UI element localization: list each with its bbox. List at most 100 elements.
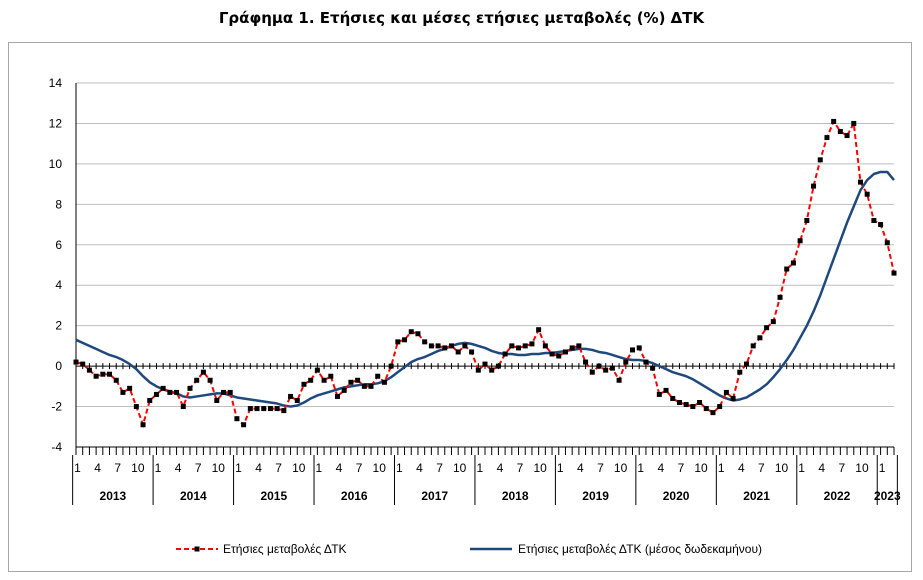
data-point-annual: [388, 363, 394, 369]
data-point-annual: [254, 406, 260, 412]
y-tick-label: 0: [55, 359, 62, 373]
series-line-annual: [75, 119, 895, 429]
chart-frame: [8, 42, 912, 572]
data-point-annual: [583, 359, 589, 365]
data-point-annual: [690, 404, 696, 410]
x-month-label: 1: [879, 461, 886, 475]
data-point-annual: [241, 422, 247, 428]
legend-label-annual: Ετήσιες μεταβολές ΔΤΚ: [223, 542, 347, 556]
data-point-annual: [455, 349, 461, 355]
x-month-label: 10: [694, 461, 708, 475]
x-month-label: 1: [476, 461, 483, 475]
data-point-annual: [428, 343, 434, 349]
data-point-annual: [670, 395, 676, 401]
data-point-annual: [261, 406, 267, 412]
data-point-annual: [207, 377, 213, 383]
y-tick-label: 4: [55, 278, 62, 292]
y-tick-label: 14: [49, 76, 63, 90]
x-month-label: 4: [336, 461, 343, 475]
x-month-label: 7: [275, 461, 282, 475]
y-tick-label: 8: [55, 197, 62, 211]
data-point-annual: [334, 393, 340, 399]
x-month-label: 1: [798, 461, 805, 475]
x-month-label: 10: [453, 461, 467, 475]
data-point-annual: [831, 118, 837, 124]
data-point-annual: [462, 343, 468, 349]
data-point-annual: [609, 365, 615, 371]
y-tick-label: -2: [51, 400, 62, 414]
data-point-annual: [777, 294, 783, 300]
data-point-annual: [469, 349, 475, 355]
data-point-annual: [442, 345, 448, 351]
x-month-label: 4: [497, 461, 504, 475]
data-point-annual: [616, 377, 622, 383]
data-point-annual: [375, 373, 381, 379]
x-month-label: 10: [212, 461, 226, 475]
data-point-annual: [402, 337, 408, 343]
x-month-label: 7: [839, 461, 846, 475]
data-point-annual: [878, 222, 884, 228]
data-point-annual: [281, 408, 287, 414]
data-point-annual: [522, 343, 528, 349]
x-year-label: 2022: [824, 489, 851, 503]
x-tick-labels: 1 4 7 10 1 4 7 10 1 4 7 10 1 4 7 10 1 4 7 10 1 4 7 10 1 4 7 10 1 4 7 10…: [74, 461, 901, 503]
x-year-label: 2014: [180, 489, 207, 503]
x-month-label: 7: [678, 461, 685, 475]
data-point-annual: [395, 339, 401, 345]
data-point-annual: [676, 400, 682, 406]
gridlines: [76, 82, 894, 448]
data-point-annual: [422, 339, 428, 345]
data-point-annual: [321, 377, 327, 383]
chart-title: Γράφημα 1. Ετήσιες και μέσες ετήσιες μετ…: [218, 9, 705, 27]
data-point-annual: [381, 379, 387, 385]
x-year-label: 2018: [502, 489, 529, 503]
data-point-annual: [770, 319, 776, 325]
data-point-annual: [174, 389, 180, 395]
data-point-annual: [857, 179, 863, 185]
data-point-annual: [100, 371, 106, 377]
data-point-annual: [368, 383, 374, 389]
data-point-annual: [133, 404, 139, 410]
data-point-annual: [267, 406, 273, 412]
data-point-annual: [200, 369, 206, 375]
series-lines: [73, 118, 897, 429]
data-point-annual: [274, 406, 280, 412]
x-year-label: 2015: [260, 489, 287, 503]
data-point-annual: [804, 218, 810, 224]
data-point-annual: [234, 416, 240, 422]
x-month-label: 10: [614, 461, 628, 475]
x-year-label: 2023: [874, 489, 901, 503]
x-year-label: 2019: [582, 489, 609, 503]
data-point-annual: [643, 359, 649, 365]
x-month-label: 1: [235, 461, 242, 475]
x-month-label: 1: [396, 461, 403, 475]
data-point-annual: [80, 361, 86, 367]
data-point-annual: [750, 343, 756, 349]
x-month-label: 1: [316, 461, 323, 475]
data-point-annual: [113, 377, 119, 383]
data-point-annual: [837, 129, 843, 135]
data-point-annual: [536, 327, 542, 333]
data-point-annual: [147, 397, 153, 403]
data-point-annual: [717, 404, 723, 410]
y-tick-label: -4: [51, 440, 62, 454]
data-point-annual: [153, 391, 159, 397]
data-point-annual: [435, 343, 441, 349]
data-point-annual: [630, 347, 636, 353]
x-month-label: 4: [657, 461, 664, 475]
x-month-label: 10: [131, 461, 145, 475]
data-point-annual: [730, 395, 736, 401]
x-month-label: 4: [416, 461, 423, 475]
data-point-annual: [623, 359, 629, 365]
x-year-label: 2021: [743, 489, 770, 503]
data-point-annual: [355, 377, 361, 383]
data-point-annual: [288, 393, 294, 399]
data-point-annual: [529, 341, 535, 347]
data-point-annual: [636, 345, 642, 351]
data-point-annual: [797, 238, 803, 244]
legend: Ετήσιες μεταβολές ΔΤΚ Ετήσιες μεταβολές Δ…: [176, 542, 762, 556]
data-point-annual: [683, 402, 689, 408]
data-point-annual: [107, 371, 113, 377]
x-month-label: 7: [195, 461, 202, 475]
